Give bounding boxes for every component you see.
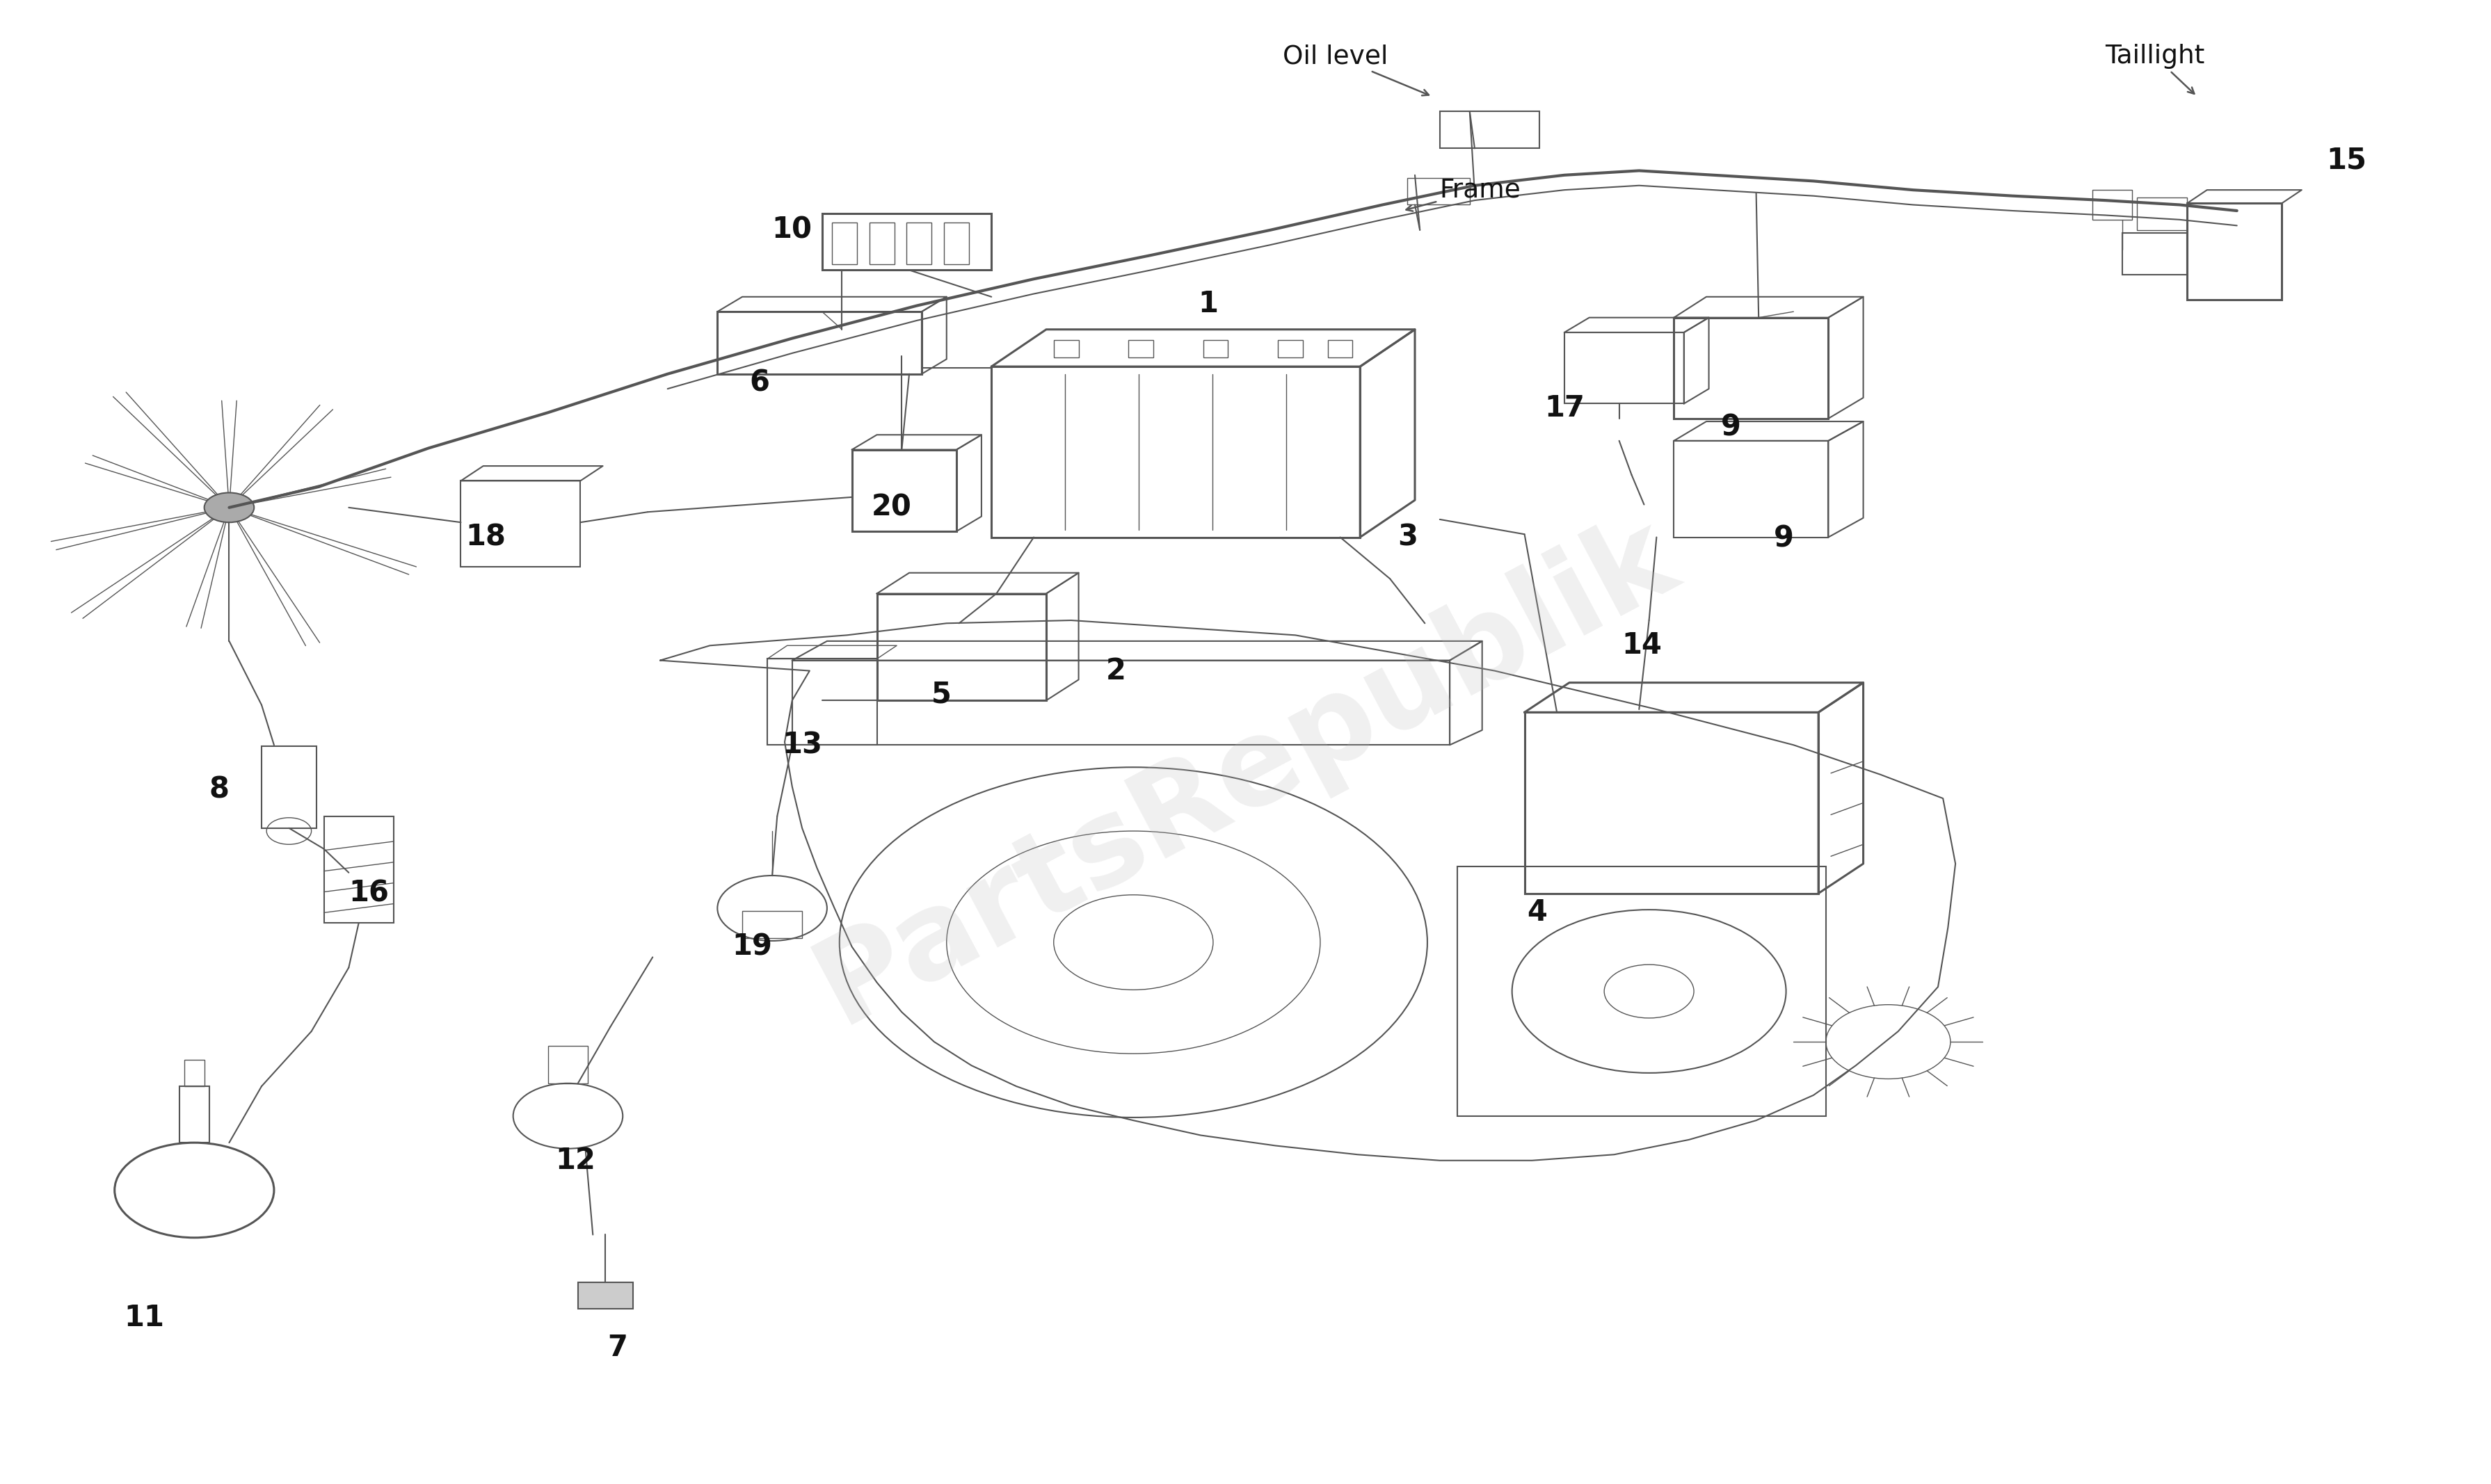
Bar [2137, 197, 2187, 230]
Text: Frame: Frame [1407, 178, 1522, 211]
Bar [944, 223, 969, 264]
Bar [184, 1060, 204, 1086]
Text: 19: 19 [732, 932, 772, 962]
Text: 8: 8 [209, 775, 229, 804]
Bar [2092, 190, 2132, 220]
Text: 15: 15 [2327, 145, 2366, 175]
Text: 13: 13 [782, 730, 822, 760]
Text: 17: 17 [1544, 393, 1584, 423]
Bar [1054, 340, 1079, 358]
Bar [1407, 178, 1470, 205]
Bar [991, 367, 1360, 537]
Bar [907, 223, 932, 264]
Bar [324, 816, 394, 923]
Bar [1278, 340, 1303, 358]
Bar [578, 1282, 633, 1309]
Bar [2122, 233, 2187, 275]
Bar [1128, 340, 1153, 358]
Text: 12: 12 [555, 1146, 595, 1175]
Text: 5: 5 [932, 680, 952, 709]
Text: 18: 18 [466, 522, 506, 552]
Bar [767, 659, 877, 745]
Bar [1674, 318, 1828, 418]
Bar [877, 594, 1046, 700]
Bar [742, 911, 802, 938]
Bar [1328, 340, 1353, 358]
Text: 3: 3 [1397, 522, 1417, 552]
Text: 10: 10 [772, 215, 812, 245]
Text: 1: 1 [1198, 289, 1218, 319]
Bar [1203, 340, 1228, 358]
Text: 16: 16 [349, 879, 389, 908]
Text: 14: 14 [1622, 631, 1661, 660]
Text: 6: 6 [750, 368, 770, 398]
Text: 7: 7 [608, 1333, 628, 1362]
Text: 2: 2 [1106, 656, 1126, 686]
Text: 20: 20 [872, 493, 912, 522]
Text: PartsRepublik: PartsRepublik [797, 496, 1694, 1048]
Text: 9: 9 [1721, 413, 1741, 442]
Bar [1524, 712, 1818, 893]
Bar [1457, 867, 1826, 1116]
Bar [852, 450, 957, 531]
Bar [822, 214, 991, 270]
Text: 11: 11 [125, 1303, 164, 1333]
Bar [717, 312, 922, 374]
Text: Oil level: Oil level [1283, 45, 1430, 95]
Bar [548, 1046, 588, 1083]
Bar [832, 223, 857, 264]
Bar [1440, 111, 1539, 148]
Text: 4: 4 [1527, 898, 1547, 928]
Bar [1674, 441, 1828, 537]
Text: 9: 9 [1774, 524, 1794, 554]
Bar [2187, 203, 2282, 300]
Text: Taillight: Taillight [2105, 45, 2205, 93]
Bar [1564, 332, 1684, 404]
Circle shape [204, 493, 254, 522]
Bar [179, 1086, 209, 1143]
Bar [869, 223, 894, 264]
Bar [262, 746, 316, 828]
Bar [461, 481, 580, 567]
